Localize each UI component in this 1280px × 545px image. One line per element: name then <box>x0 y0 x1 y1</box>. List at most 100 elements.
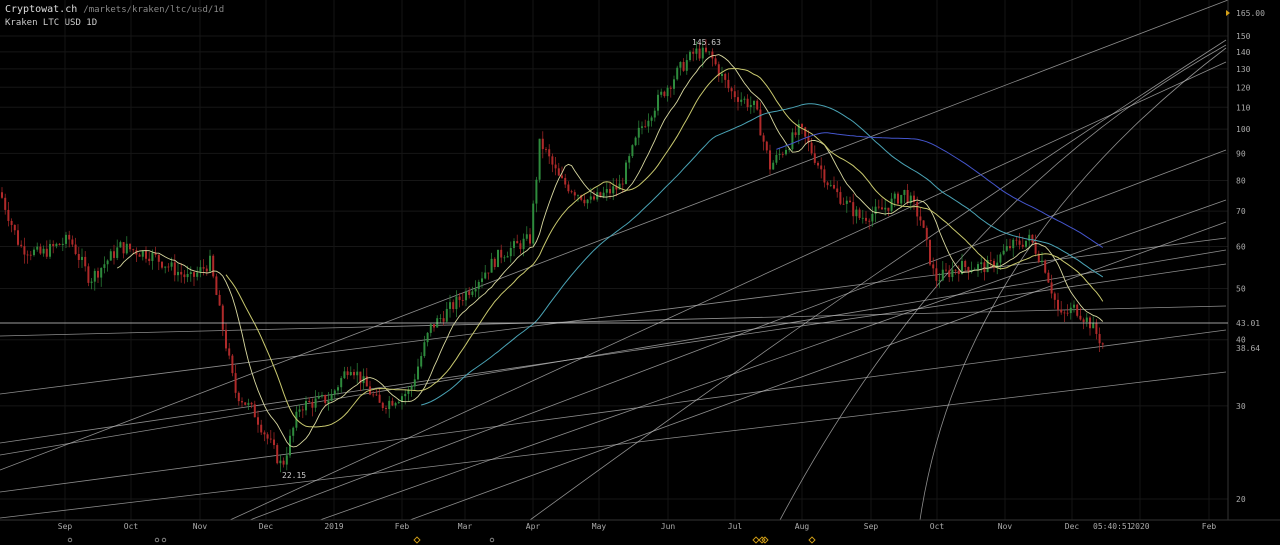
site-name[interactable]: Cryptowat.ch <box>5 4 78 15</box>
candle-body <box>90 281 93 283</box>
candle-body <box>625 162 627 184</box>
candle-body <box>36 246 39 250</box>
candle-body <box>801 124 803 128</box>
candle-body <box>26 254 29 256</box>
candle-body <box>938 280 941 282</box>
candle-body <box>20 244 23 247</box>
candle-body <box>391 400 394 406</box>
candle-body <box>77 253 80 260</box>
candle-body <box>666 87 669 97</box>
candle-body <box>103 264 106 268</box>
candle-body <box>570 191 573 193</box>
y-tick-label: 70 <box>1236 207 1246 216</box>
candle-body <box>10 220 13 225</box>
candle-body <box>423 342 426 357</box>
candle-body <box>221 305 224 330</box>
candle-body <box>999 254 1002 263</box>
site-title[interactable]: Cryptowat.ch /markets/kraken/ltc/usd/1d <box>5 4 224 15</box>
candle-body <box>724 73 727 80</box>
candle-body <box>986 260 989 273</box>
candle-body <box>234 373 237 393</box>
candle-body <box>996 262 999 268</box>
price-label-top: 165.00 <box>1236 9 1265 18</box>
candle-body <box>282 460 285 465</box>
candle-body <box>1028 234 1031 241</box>
y-tick-label: 90 <box>1236 149 1246 158</box>
candle-body <box>113 251 115 258</box>
candle-body <box>980 262 983 265</box>
candle-body <box>420 356 423 367</box>
bottom-markers <box>67 536 816 544</box>
candle-body <box>263 432 266 435</box>
candle-body <box>474 289 477 292</box>
y-tick-label: 50 <box>1236 284 1246 293</box>
site-path: /markets/kraken/ltc/usd/1d <box>83 5 225 15</box>
x-tick-label: Sep <box>864 522 879 531</box>
candle-body <box>17 230 19 245</box>
candle-body <box>954 269 957 271</box>
candle-body <box>669 87 672 89</box>
candle-body <box>426 332 429 343</box>
candle-body <box>1002 250 1005 255</box>
candle-body <box>890 198 893 211</box>
candle-body <box>209 255 211 272</box>
candle-body <box>993 260 995 268</box>
candle-body <box>61 243 64 246</box>
candle-body <box>52 243 55 247</box>
candle-body <box>199 267 202 273</box>
candle-body <box>1057 299 1059 310</box>
candle-body <box>714 58 717 65</box>
candle-body <box>260 424 263 433</box>
candle-body <box>589 196 592 200</box>
candle-body <box>657 94 659 111</box>
candle-body <box>253 404 256 418</box>
x-tick-label: Apr <box>526 522 541 531</box>
event-circle-icon <box>161 537 167 543</box>
candle-body <box>842 203 845 205</box>
candle-body <box>404 393 407 397</box>
candle-body <box>109 251 112 261</box>
candle-body <box>551 156 554 165</box>
candle-body <box>765 141 768 151</box>
trend-arc <box>529 39 1227 521</box>
candle-body <box>122 242 125 254</box>
candle-body <box>785 149 787 155</box>
candle-body <box>212 255 215 277</box>
candle-body <box>471 291 474 295</box>
candle-body <box>493 258 496 267</box>
candles <box>1 39 1104 473</box>
candle-body <box>781 153 784 155</box>
candle-body <box>756 100 759 110</box>
candle-body <box>337 387 339 391</box>
candle-body <box>567 184 570 192</box>
candle-body <box>967 267 970 273</box>
candle-body <box>458 296 461 301</box>
candle-body <box>106 260 109 265</box>
candle-body <box>65 234 67 244</box>
event-diamond-icon <box>413 536 421 544</box>
candle-body <box>941 269 944 281</box>
candle-body <box>401 396 403 402</box>
candle-body <box>308 400 311 403</box>
candle-body <box>932 264 935 269</box>
candle-body <box>215 276 218 295</box>
candle-body <box>829 184 832 186</box>
candle-body <box>125 243 128 254</box>
candle-body <box>97 270 99 278</box>
candle-body <box>708 51 711 53</box>
x-tick-label: Nov <box>998 522 1013 531</box>
trendline <box>0 237 1227 395</box>
candle-body <box>1047 272 1050 283</box>
candle-body <box>1041 260 1043 262</box>
candle-body <box>849 200 851 203</box>
candle-body <box>881 207 883 210</box>
candle-body <box>660 91 663 95</box>
candle-body <box>317 396 320 399</box>
candle-body <box>257 417 259 425</box>
candle-body <box>820 165 823 170</box>
candle-body <box>324 395 327 404</box>
candle-body <box>676 67 679 80</box>
candle-body <box>452 302 455 310</box>
candle-body <box>1063 312 1066 314</box>
